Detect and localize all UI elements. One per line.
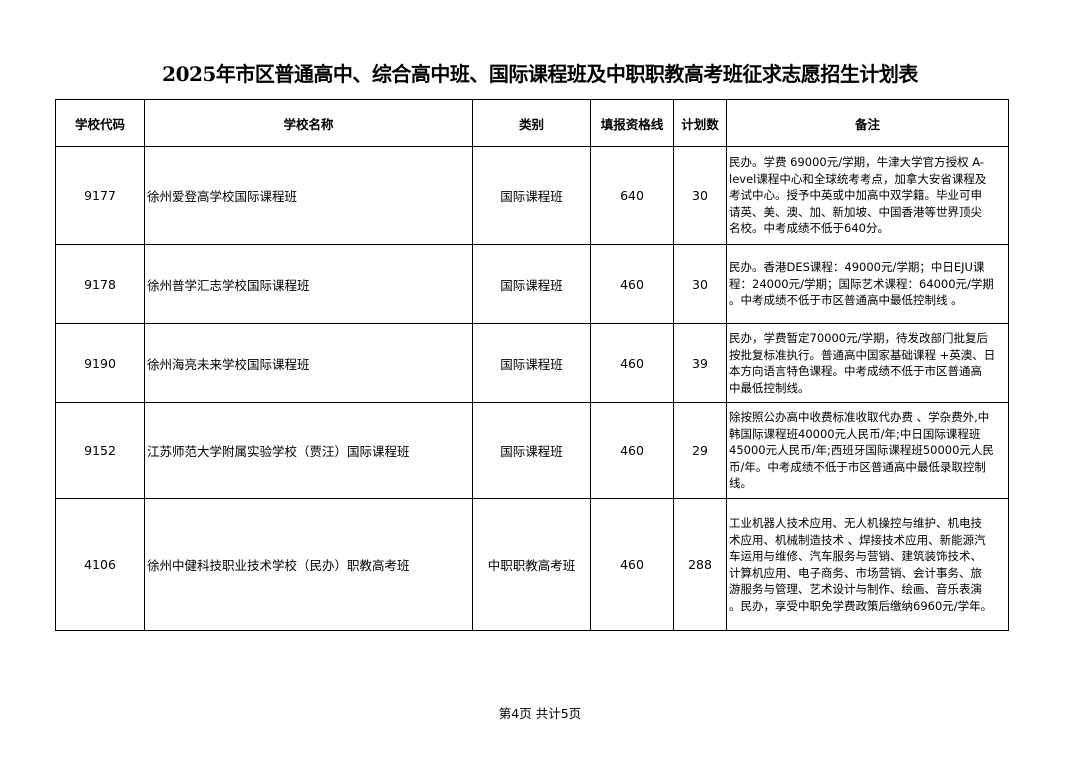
remarks-line: 45000元人民币/年;西班牙国际课程班50000元人民 bbox=[729, 443, 994, 458]
remarks-line: 币/年。中考成绩不低于市区普通高中最低录取控制 bbox=[729, 459, 986, 474]
header-school-code: 学校代码 bbox=[55, 99, 145, 147]
header-qualification-line: 填报资格线 bbox=[590, 99, 674, 147]
school-name: 江苏师范大学附属实验学校（贾汪）国际课程班 bbox=[144, 402, 473, 499]
remarks: 除按照公办高中收费标准收取代办费 、学杂费外,中 韩国际课程班40000元人民币/… bbox=[726, 402, 1009, 499]
plan-count: 29 bbox=[673, 402, 727, 499]
remarks-line: 。民办，享受中职免学费政策后缴纳6960元/学年。 bbox=[729, 598, 993, 613]
table-row: 4106 徐州中健科技职业技术学校（民办）职教高考班 中职职教高考班 460 288 工业… bbox=[55, 498, 1009, 631]
qualification-line: 460 bbox=[590, 498, 674, 631]
school-name: 徐州海亮未来学校国际课程班 bbox=[144, 323, 473, 403]
header-remarks: 备注 bbox=[726, 99, 1009, 147]
category: 国际课程班 bbox=[472, 323, 591, 403]
remarks-line: 程：24000元/学期；国际艺术课程：64000元/学期 bbox=[729, 276, 994, 291]
remarks-line: 除按照公办高中收费标准收取代办费 、学杂费外,中 bbox=[729, 410, 990, 425]
remarks: 民办。学费 69000元/学期，牛津大学官方授权 A-level课程中心和全球统… bbox=[726, 146, 1009, 245]
school-code: 9152 bbox=[55, 402, 145, 499]
remarks: 民办，学费暂定70000元/学期，待发改部门批复后 按批复标准执行。普通高中国家基… bbox=[726, 323, 1009, 403]
plan-count: 39 bbox=[673, 323, 727, 403]
remarks-line: 名校。中考成绩不低于640分。 bbox=[729, 221, 889, 236]
header-school-name: 学校名称 bbox=[144, 99, 473, 147]
qualification-line: 640 bbox=[590, 146, 674, 245]
remarks-line: 考试中心。授予中英或中加高中双学籍。毕业可申 bbox=[729, 188, 982, 203]
remarks-line: 术应用、机械制造技术 、焊接技术应用、新能源汽 bbox=[729, 532, 986, 547]
table-header-row: 学校代码 学校名称 类别 填报资格线 计划数 备注 bbox=[55, 99, 1009, 147]
school-name: 徐州爱登高学校国际课程班 bbox=[144, 146, 473, 245]
qualification-line: 460 bbox=[590, 323, 674, 403]
school-name: 徐州中健科技职业技术学校（民办）职教高考班 bbox=[144, 498, 473, 631]
remarks-line: 民办。学费 69000元/学期，牛津大学官方授权 A- bbox=[729, 155, 985, 170]
page-title: 2025年市区普通高中、综合高中班、国际课程班及中职职教高考班征求志愿招生计划表 bbox=[162, 62, 918, 86]
remarks-line: 按批复标准执行。普通高中国家基础课程 +英澳、日 bbox=[729, 347, 996, 362]
table-row: 9190 徐州海亮未来学校国际课程班 国际课程班 460 39 民办，学费暂定70000元… bbox=[55, 323, 1009, 403]
school-code: 4106 bbox=[55, 498, 145, 631]
category: 国际课程班 bbox=[472, 146, 591, 245]
school-code: 9190 bbox=[55, 323, 145, 403]
remarks-line: 民办。香港DES课程：49000元/学期；中日EJU课 bbox=[729, 260, 985, 275]
table-row: 9178 徐州普学汇志学校国际课程班 国际课程班 460 30 民办。香港DES课程：49… bbox=[55, 244, 1009, 324]
remarks-line: level课程中心和全球统考考点，加拿大安省课程及 bbox=[729, 171, 987, 186]
category: 国际课程班 bbox=[472, 244, 591, 324]
school-name: 徐州普学汇志学校国际课程班 bbox=[144, 244, 473, 324]
remarks-line: 游服务与管理、艺术设计与制作、绘画、音乐表演 bbox=[729, 582, 982, 596]
plan-count: 30 bbox=[673, 244, 727, 324]
remarks-line: 请英、美、澳、加、新加坡、中国香港等世界顶尖 bbox=[729, 204, 982, 219]
enrollment-plan-table: 学校代码 学校名称 类别 填报资格线 计划数 备注 9177 徐州爱登高学校国际课… bbox=[55, 99, 1009, 631]
header-category: 类别 bbox=[472, 99, 591, 147]
remarks: 民办。香港DES课程：49000元/学期；中日EJU课 程：24000元/学期；国… bbox=[726, 244, 1009, 324]
remarks-line: 线。 bbox=[729, 476, 752, 491]
remarks-line: 韩国际课程班40000元人民币/年;中日国际课程班 bbox=[729, 426, 981, 441]
remarks-line: 中最低控制线。 bbox=[729, 380, 810, 395]
remarks-line: 民办，学费暂定70000元/学期，待发改部门批复后 bbox=[729, 331, 988, 345]
remarks-line: 。中考成绩不低于市区普通高中最低控制线 。 bbox=[729, 293, 963, 308]
remarks-line: 工业机器人技术应用、无人机操控与维护、机电技 bbox=[729, 516, 982, 530]
school-code: 9177 bbox=[55, 146, 145, 245]
qualification-line: 460 bbox=[590, 244, 674, 324]
table-row: 9177 徐州爱登高学校国际课程班 国际课程班 640 30 民办。学费 69000元/学… bbox=[55, 146, 1009, 245]
remarks-line: 计算机应用、电子商务、市场营销、会计事务、旅 bbox=[729, 565, 982, 580]
school-code: 9178 bbox=[55, 244, 145, 324]
category: 中职职教高考班 bbox=[472, 498, 591, 631]
header-plan-count: 计划数 bbox=[673, 99, 727, 147]
page-footer: 第4页 共计5页 bbox=[498, 706, 582, 721]
category: 国际课程班 bbox=[472, 402, 591, 499]
remarks: 工业机器人技术应用、无人机操控与维护、机电技 术应用、机械制造技术 、焊接技术应用… bbox=[726, 498, 1009, 631]
qualification-line: 460 bbox=[590, 402, 674, 499]
plan-count: 288 bbox=[673, 498, 727, 631]
remarks-line: 本方向语言特色课程。中考成绩不低于市区普通高 bbox=[729, 364, 982, 378]
table-row: 9152 江苏师范大学附属实验学校（贾汪）国际课程班 国际课程班 460 29 除按照公办… bbox=[55, 402, 1009, 499]
plan-count: 30 bbox=[673, 146, 727, 245]
remarks-line: 车运用与维修、汽车服务与营销、建筑装饰技术、 bbox=[729, 549, 982, 563]
